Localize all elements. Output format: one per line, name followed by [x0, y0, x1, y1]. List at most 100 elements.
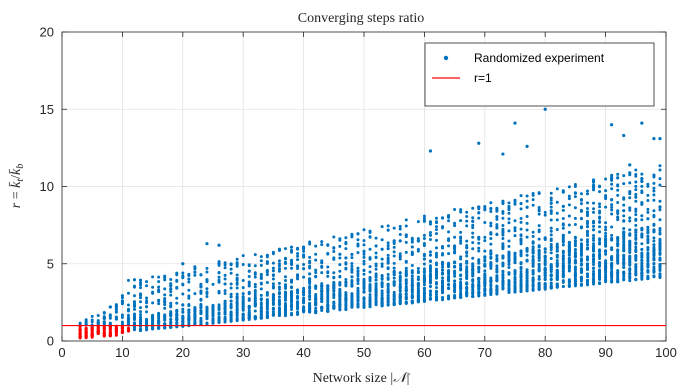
data-point [314, 306, 318, 310]
data-point [519, 289, 523, 293]
data-point [561, 233, 565, 237]
data-point [489, 286, 493, 290]
data-point [465, 250, 469, 254]
data-point [471, 226, 475, 230]
data-point [374, 297, 378, 301]
data-point [543, 278, 547, 282]
data-point [410, 245, 414, 249]
data-point [561, 222, 565, 226]
data-point [368, 265, 372, 269]
data-point [265, 269, 269, 273]
data-point [290, 258, 294, 262]
data-point [362, 252, 366, 256]
x-tick-label: 50 [357, 345, 371, 360]
data-point [187, 311, 191, 315]
data-point [253, 315, 257, 319]
data-point [362, 243, 366, 247]
data-point [501, 261, 505, 265]
data-point [579, 253, 583, 257]
data-point-below-threshold [90, 326, 94, 330]
data-point [537, 281, 541, 285]
data-point [537, 209, 541, 213]
data-point [404, 233, 408, 237]
data-point-outlier [610, 123, 614, 127]
data-point [253, 294, 257, 298]
data-point [374, 272, 378, 276]
data-point [616, 235, 620, 239]
data-point [344, 240, 348, 244]
data-point [139, 300, 143, 304]
data-point [549, 247, 553, 251]
data-point [640, 227, 644, 231]
data-point [549, 209, 553, 213]
data-point [567, 230, 571, 234]
data-point [157, 280, 161, 284]
data-point [573, 284, 577, 288]
data-point [622, 266, 626, 270]
data-point [640, 267, 644, 271]
data-point [271, 266, 275, 270]
data-point [356, 282, 360, 286]
data-point [585, 230, 589, 234]
data-point [265, 302, 269, 306]
data-point [199, 298, 203, 302]
data-point [628, 208, 632, 212]
data-point [604, 225, 608, 229]
data-point [380, 238, 384, 242]
data-point [483, 249, 487, 253]
data-point [555, 242, 559, 246]
data-point [561, 269, 565, 273]
data-point [507, 288, 511, 292]
data-point [652, 181, 656, 185]
data-point [652, 193, 656, 197]
data-point [205, 315, 209, 319]
data-point [223, 291, 227, 295]
data-point [205, 295, 209, 299]
data-point [374, 262, 378, 266]
data-point [519, 220, 523, 224]
data-point [585, 207, 589, 211]
data-point [120, 322, 124, 326]
data-point [465, 219, 469, 223]
data-point [253, 302, 257, 306]
data-point [634, 277, 638, 281]
y-tick-label: 20 [40, 25, 54, 40]
data-point [302, 263, 306, 267]
data-point [277, 281, 281, 285]
data-point [585, 283, 589, 287]
data-point [622, 230, 626, 234]
data-point [253, 285, 257, 289]
data-point [592, 272, 596, 276]
data-point [392, 254, 396, 258]
data-point [471, 235, 475, 239]
data-point [592, 244, 596, 248]
data-point [628, 219, 632, 223]
data-point [404, 224, 408, 228]
x-tick-label: 80 [538, 345, 552, 360]
data-point [531, 240, 535, 244]
data-point [265, 261, 269, 265]
data-point [416, 289, 420, 293]
data-point [483, 255, 487, 259]
data-point [223, 277, 227, 281]
data-point [628, 267, 632, 271]
data-point [380, 257, 384, 261]
data-point [392, 280, 396, 284]
data-point [398, 289, 402, 293]
data-point [404, 301, 408, 305]
data-point-below-threshold [90, 332, 94, 336]
data-point [271, 302, 275, 306]
data-point [646, 230, 650, 234]
data-point [465, 273, 469, 277]
data-point [585, 246, 589, 250]
data-point [640, 232, 644, 236]
data-point [302, 308, 306, 312]
data-point [495, 257, 499, 261]
data-point [628, 233, 632, 237]
data-point [368, 230, 372, 234]
data-point [525, 194, 529, 198]
data-point [350, 301, 354, 305]
data-point [543, 257, 547, 261]
data-point [434, 228, 438, 232]
data-point [447, 286, 451, 290]
